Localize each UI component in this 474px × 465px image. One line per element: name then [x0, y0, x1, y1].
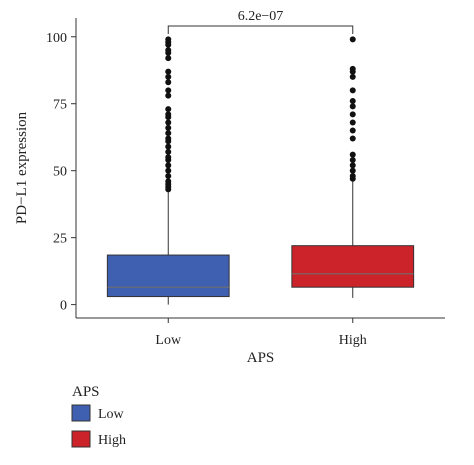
outlier-point — [165, 135, 172, 142]
outlier-point — [165, 162, 172, 169]
outlier-point — [349, 135, 356, 142]
outlier-point — [349, 173, 356, 180]
box-iqr — [106, 254, 230, 298]
legend-item-high: High — [71, 430, 126, 448]
significance-line — [167, 25, 354, 35]
outlier-point — [349, 87, 356, 94]
outlier-point — [165, 173, 172, 180]
box-high — [291, 36, 415, 298]
legend-swatch — [71, 430, 91, 448]
legend-entries: Low High — [71, 404, 126, 448]
outlier-point — [165, 148, 172, 155]
box-low — [106, 36, 230, 305]
y-axis-ticks: 0 25 50 75 100 — [46, 31, 76, 314]
y-tick-label: 100 — [46, 31, 67, 46]
outlier-point — [165, 87, 172, 94]
outlier-point — [165, 130, 172, 137]
y-tick-label: 50 — [53, 165, 67, 180]
legend: APS Low High — [71, 384, 126, 448]
legend-title: APS — [72, 384, 100, 400]
legend-label: Low — [98, 407, 125, 422]
outlier-point — [165, 154, 172, 161]
outlier-point — [165, 79, 172, 86]
outlier-point — [349, 156, 356, 163]
outlier-point — [165, 68, 172, 75]
outlier-point — [165, 111, 172, 118]
outlier-point — [349, 167, 356, 174]
outlier-point — [349, 119, 356, 126]
outlier-point — [165, 178, 172, 185]
outlier-point — [349, 73, 356, 80]
legend-swatch — [71, 404, 91, 422]
outlier-point — [165, 143, 172, 150]
x-tick-label: Low — [155, 333, 182, 348]
y-tick-label: 75 — [53, 98, 67, 113]
outlier-point — [349, 103, 356, 110]
legend-label: High — [98, 433, 126, 448]
outlier-point — [165, 47, 172, 54]
outlier-point — [165, 55, 172, 62]
outlier-point — [165, 119, 172, 126]
outlier-point — [165, 92, 172, 99]
y-axis-title: PD−L1 expression — [14, 111, 30, 224]
significance-label: 6.2e−07 — [238, 9, 284, 24]
x-axis-ticks: Low High — [155, 318, 367, 348]
outlier-point — [349, 151, 356, 158]
outlier-point — [165, 106, 172, 113]
legend-item-low: Low — [71, 404, 125, 422]
y-tick-label: 0 — [60, 299, 67, 314]
outlier-point — [165, 73, 172, 80]
y-tick-label: 25 — [53, 232, 67, 247]
outlier-point — [165, 167, 172, 174]
outlier-point — [349, 162, 356, 169]
box-iqr — [291, 245, 415, 288]
outlier-point — [165, 36, 172, 43]
plot-panel: 0 25 50 75 100 Low High 6.2e−07 — [46, 9, 445, 348]
x-axis-title: APS — [247, 350, 275, 366]
outlier-point — [349, 36, 356, 43]
significance-bracket: 6.2e−07 — [167, 9, 354, 35]
outlier-point — [349, 127, 356, 134]
box-group — [106, 36, 415, 305]
x-tick-label: High — [339, 333, 367, 348]
outlier-point — [349, 111, 356, 118]
outlier-point — [349, 65, 356, 72]
outlier-point — [349, 98, 356, 105]
outlier-point — [165, 124, 172, 131]
